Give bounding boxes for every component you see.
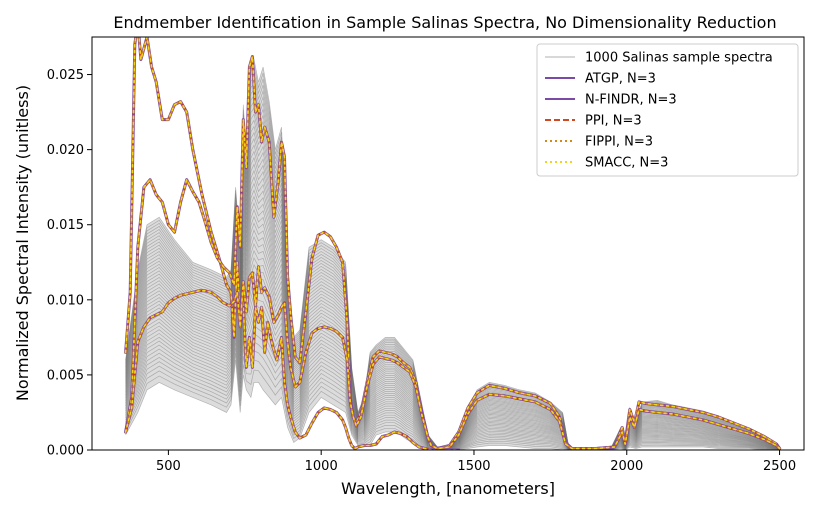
x-axis-label: Wavelength, [nanometers] (341, 479, 555, 498)
legend-label: SMACC, N=3 (585, 156, 668, 171)
sample-spectrum-line (125, 256, 780, 450)
chart-title: Endmember Identification in Sample Salin… (113, 13, 776, 32)
sample-spectrum-line (125, 353, 780, 450)
x-tick-label: 500 (156, 459, 181, 474)
plot-frame (91, 36, 805, 451)
y-tick-label: 0.010 (47, 293, 84, 308)
sample-spectrum-line (125, 176, 780, 450)
legend-label: ATGP, N=3 (585, 72, 656, 87)
x-tick-label: 2500 (763, 459, 796, 474)
y-tick-label: 0.025 (47, 68, 84, 83)
endmember-line-1-style-5 (124, 37, 460, 450)
legend-label: 1000 Salinas sample spectra (585, 51, 773, 66)
sample-spectrum-line (125, 242, 780, 450)
sample-spectrum-line (125, 182, 780, 450)
y-axis: 0.000 0.005 0.010 0.015 0.020 0.025 (47, 68, 92, 459)
endmember-series-layer (124, 37, 782, 450)
sample-spectrum-line (125, 229, 780, 450)
x-tick-label: 1000 (305, 459, 338, 474)
x-axis: 500 1000 1500 2000 2500 (156, 450, 796, 474)
legend-label: N-FINDR, N=3 (585, 93, 677, 108)
legend: 1000 Salinas sample spectra ATGP, N=3 N-FI… (536, 43, 799, 177)
legend-label: FIPPI, N=3 (585, 135, 653, 150)
y-tick-label: 0.000 (47, 444, 84, 459)
y-tick-label: 0.005 (47, 368, 84, 383)
sample-spectrum-line (125, 195, 780, 450)
legend-label: PPI, N=3 (585, 114, 642, 129)
sample-spectrum-line (125, 189, 780, 450)
y-tick-label: 0.015 (47, 218, 84, 233)
sample-spectrum-line (125, 249, 780, 450)
sample-spectrum-line (125, 215, 780, 450)
sample-spectrum-line (125, 222, 780, 450)
y-axis-label: Normalized Spectral Intensity (unitless) (13, 85, 32, 401)
legend-box (536, 43, 799, 177)
sample-spectrum-line (125, 347, 780, 450)
sample-spectrum-line (125, 208, 780, 450)
endmember-line-3-style-5 (124, 266, 781, 450)
x-tick-label: 1500 (457, 459, 490, 474)
y-tick-label: 0.020 (47, 143, 84, 158)
sample-spectrum-line (125, 202, 780, 450)
sample-spectrum-line (125, 236, 780, 450)
x-tick-label: 2000 (610, 459, 643, 474)
